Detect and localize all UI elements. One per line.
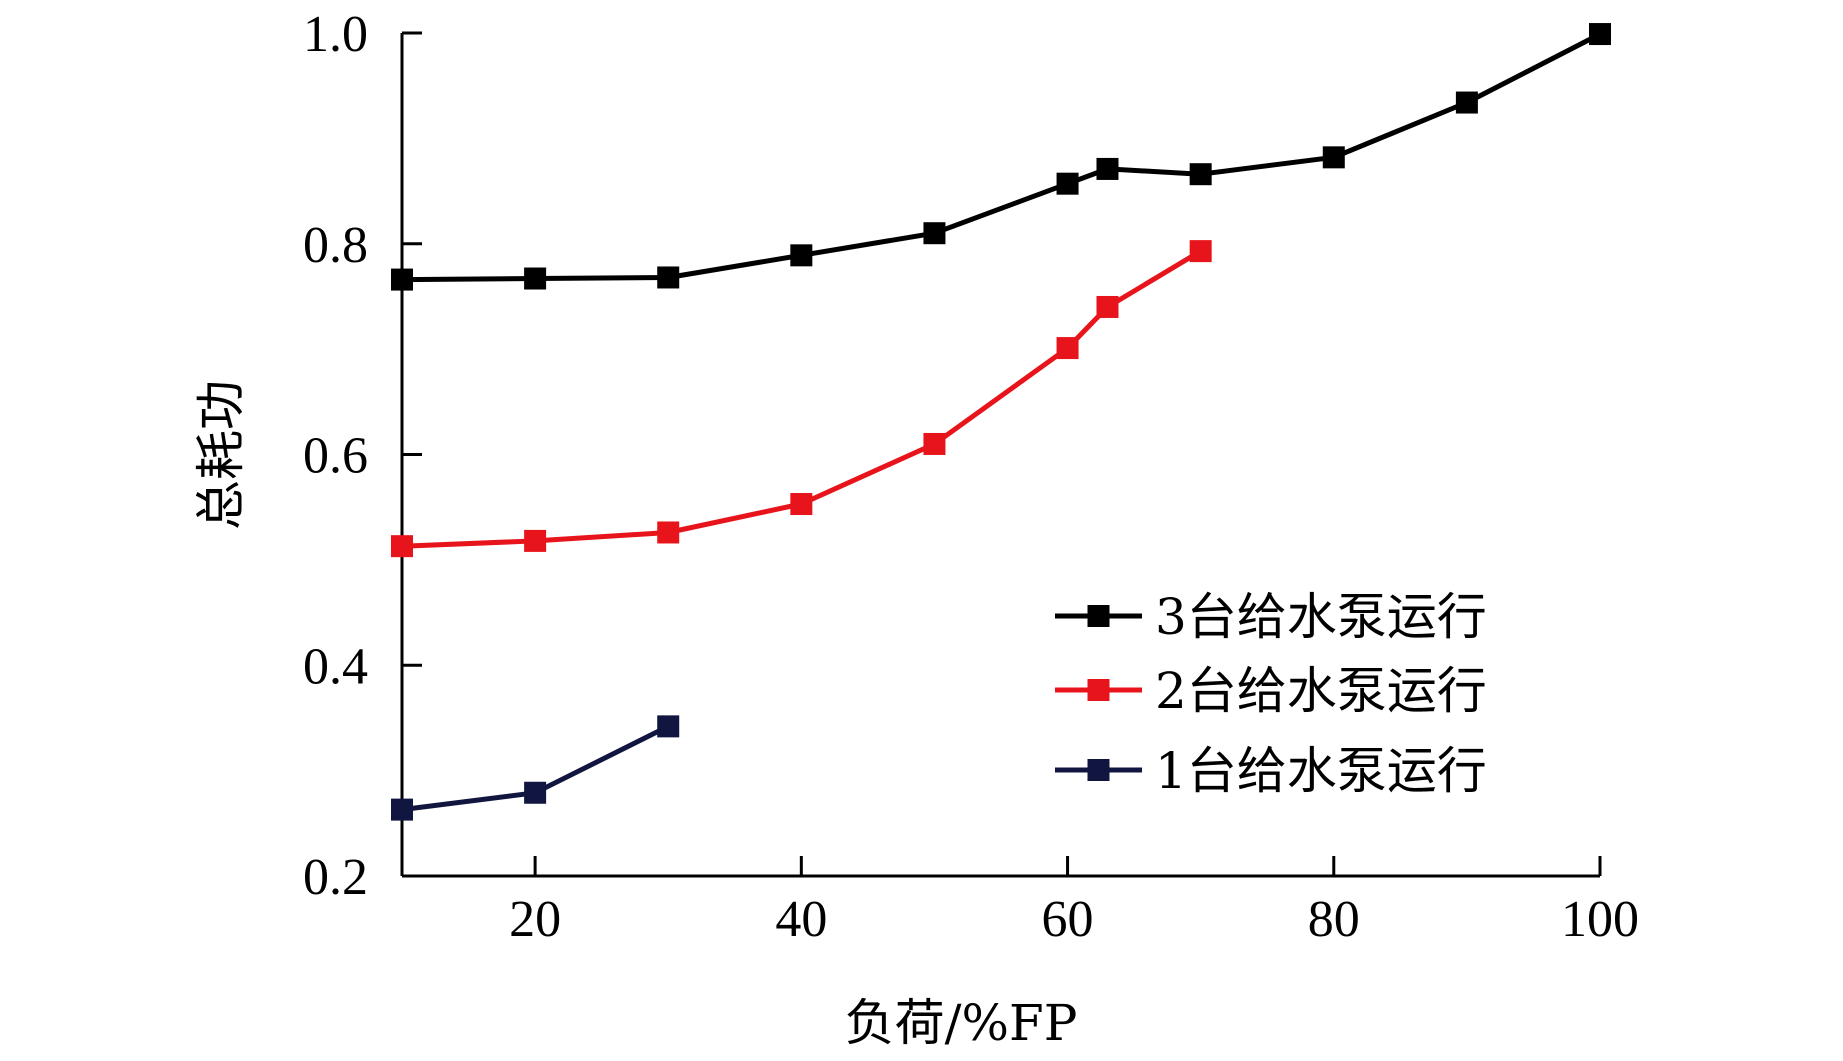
data-point [524,529,547,552]
x-tick-label: 80 [1308,891,1360,948]
y-tick-label: 0.2 [303,849,368,906]
data-point [1589,23,1611,46]
x-tick-label: 100 [1561,891,1639,948]
data-point [524,267,547,290]
data-point [1189,163,1212,186]
series-layer [391,23,1611,821]
x-tick-label: 20 [509,891,561,948]
series-2 [391,240,1212,558]
legend-item: 2台给水泵运行 [1055,662,1487,720]
data-point [1096,157,1119,180]
x-tick-label: 60 [1042,891,1094,948]
legend-item: 3台给水泵运行 [1055,588,1487,646]
ticks: 0.2 0.4 0.6 0.8 1.0 20 40 60 80 100 [303,6,1639,948]
y-axis-title: 总耗功 [192,380,250,530]
legend-label: 1台给水泵运行 [1155,742,1487,800]
legend-label: 2台给水泵运行 [1155,662,1487,720]
data-point [657,521,680,544]
y-tick-label: 1.0 [303,6,368,63]
series-3 [391,715,680,821]
series-line [401,31,1602,283]
x-axis-title: 负荷/%FP [845,994,1078,1052]
legend-label: 3台给水泵运行 [1155,588,1487,646]
data-point [923,432,946,455]
x-tick-label: 40 [775,891,827,948]
series-1 [391,23,1611,291]
legend-marker [1087,605,1110,627]
data-point [657,266,680,289]
y-tick-label: 0.4 [303,638,368,695]
y-tick-label: 0.6 [303,428,368,485]
legend: 3台给水泵运行 2台给水泵运行 1台给水泵运行 [1055,588,1487,800]
data-point [1189,240,1212,263]
data-point [657,715,680,738]
data-point [391,535,413,558]
data-point [1056,172,1079,195]
legend-marker [1087,679,1110,701]
data-point [923,222,946,245]
data-point [1056,337,1079,360]
data-point [391,798,413,821]
legend-marker [1087,759,1110,781]
data-point [1455,91,1478,114]
data-point [524,781,547,804]
data-point [391,268,413,291]
data-point [1322,146,1345,169]
data-point [790,493,813,516]
data-point [1096,295,1119,318]
legend-item: 1台给水泵运行 [1055,742,1487,800]
y-tick-label: 0.8 [303,217,368,274]
data-point [790,244,813,267]
